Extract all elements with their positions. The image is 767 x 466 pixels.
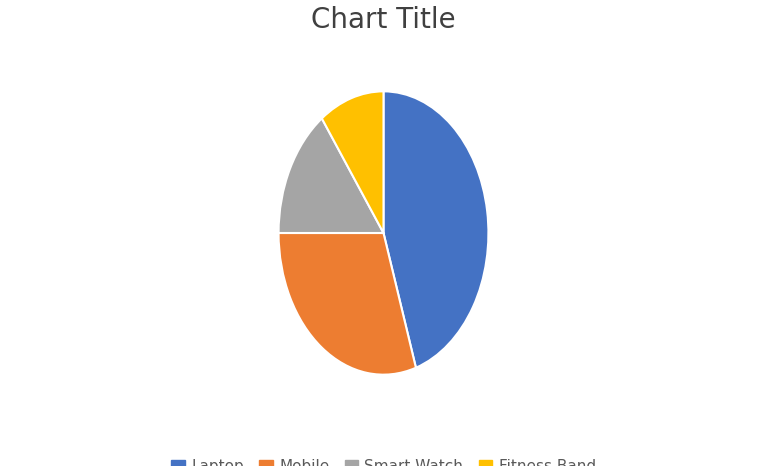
Wedge shape bbox=[278, 233, 416, 375]
Title: Chart Title: Chart Title bbox=[311, 6, 456, 34]
Wedge shape bbox=[278, 118, 384, 233]
Wedge shape bbox=[384, 91, 489, 368]
Wedge shape bbox=[322, 91, 384, 233]
Legend: Laptop, Mobile, Smart Watch, Fitness Band: Laptop, Mobile, Smart Watch, Fitness Ban… bbox=[165, 453, 602, 466]
